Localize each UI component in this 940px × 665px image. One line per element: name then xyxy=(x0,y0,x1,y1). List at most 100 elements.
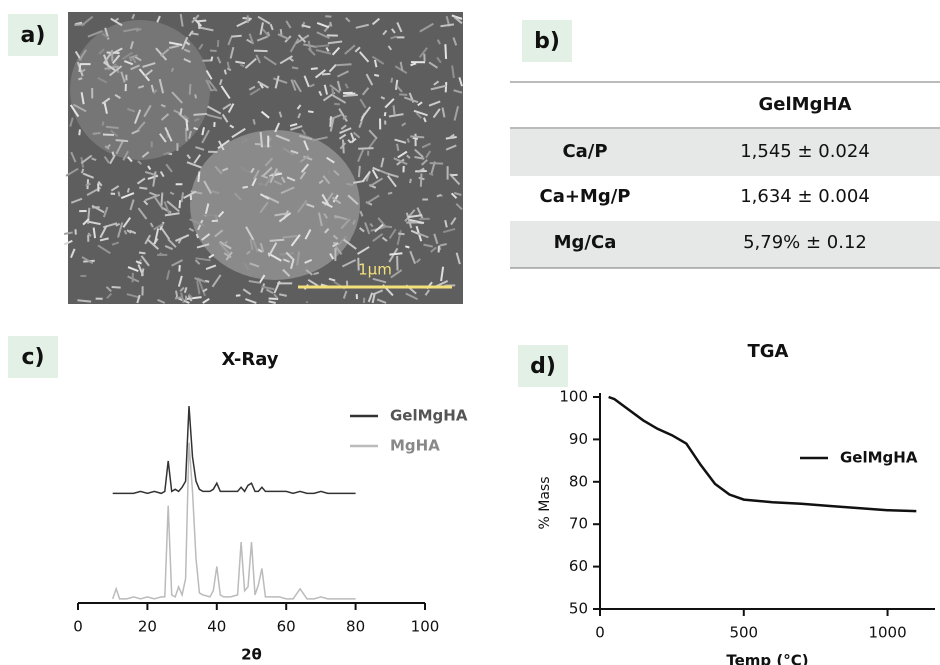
chart-title: TGA xyxy=(748,341,789,362)
sem-texture xyxy=(79,130,80,136)
sem-texture xyxy=(270,240,285,241)
sem-texture xyxy=(397,144,398,151)
sem-texture xyxy=(374,75,379,76)
x-tick-label: 60 xyxy=(277,618,296,636)
row-label: Ca/P xyxy=(562,141,607,162)
sem-texture xyxy=(161,193,162,206)
sem-texture xyxy=(408,139,409,143)
sem-texture xyxy=(228,62,229,69)
sem-texture xyxy=(180,200,181,208)
x-tick-label: 0 xyxy=(595,624,605,642)
sem-texture xyxy=(343,95,358,96)
data-line xyxy=(113,406,356,493)
sem-texture xyxy=(292,67,298,68)
sem-texture xyxy=(186,119,187,131)
x-tick-label: 1000 xyxy=(868,624,906,642)
sem-texture xyxy=(190,84,191,95)
sem-texture xyxy=(180,108,181,115)
scale-label: 1µm xyxy=(358,261,392,279)
y-tick-label: 80 xyxy=(569,472,588,490)
sem-texture xyxy=(139,188,147,189)
sem-texture xyxy=(311,68,318,69)
sem-texture xyxy=(175,297,181,298)
panel-label: a) xyxy=(21,23,46,48)
sem-texture xyxy=(128,188,129,192)
sem-texture xyxy=(112,287,121,288)
sem-texture xyxy=(440,244,447,245)
sem-texture xyxy=(197,234,198,238)
sem-texture xyxy=(314,273,319,274)
sem-texture xyxy=(193,114,207,115)
sem-texture xyxy=(79,65,80,72)
sem-texture xyxy=(77,300,91,301)
panel-label: c) xyxy=(21,345,44,370)
x-tick-label: 40 xyxy=(207,618,226,636)
sem-texture xyxy=(396,80,397,90)
sem-texture xyxy=(195,94,196,98)
sem-texture xyxy=(253,119,254,124)
sem-texture xyxy=(308,111,313,112)
sem-texture xyxy=(405,246,409,247)
x-tick-label: 500 xyxy=(729,624,758,642)
x-tick-label: 100 xyxy=(411,618,440,636)
sem-texture xyxy=(343,140,344,154)
table-header: GelMgHA xyxy=(759,94,852,115)
sem-texture xyxy=(385,112,386,116)
sem-texture xyxy=(330,22,331,27)
sem-texture xyxy=(103,121,104,125)
sem-texture xyxy=(242,187,247,188)
sem-texture xyxy=(113,152,114,156)
row-label: Ca+Mg/P xyxy=(539,186,630,207)
chart-title: X-Ray xyxy=(221,349,278,370)
sem-texture xyxy=(330,116,331,127)
row-value: 5,79% ± 0.12 xyxy=(743,232,867,253)
sem-texture xyxy=(211,57,212,61)
sem-texture xyxy=(236,295,240,296)
panel-label: d) xyxy=(530,354,556,379)
sem-texture xyxy=(116,140,129,141)
sem-texture xyxy=(315,45,329,46)
sem-texture xyxy=(78,78,82,79)
sem-texture xyxy=(176,291,177,297)
sem-texture xyxy=(413,138,418,139)
y-axis-label: % Mass xyxy=(537,477,553,530)
sem-image xyxy=(64,12,463,304)
x-axis-label: 2θ xyxy=(241,646,262,664)
y-tick-label: 100 xyxy=(559,388,588,406)
legend-label: MgHA xyxy=(390,437,440,455)
x-axis-label: Temp (°C) xyxy=(726,652,808,665)
x-tick-label: 20 xyxy=(138,618,157,636)
sem-texture xyxy=(198,171,199,181)
sem-texture xyxy=(421,174,422,187)
row-value: 1,545 ± 0.024 xyxy=(740,141,870,162)
sem-texture xyxy=(322,74,330,75)
sem-texture xyxy=(225,70,226,75)
sem-texture xyxy=(197,20,206,21)
panel-label: b) xyxy=(534,29,560,54)
sem-texture xyxy=(106,127,119,128)
sem-texture xyxy=(388,193,392,194)
sem-texture xyxy=(346,239,350,240)
sem-texture xyxy=(445,44,446,59)
legend-label: GelMgHA xyxy=(840,449,918,467)
figure: a) b) c) d) 1µm GelMgHA Ca/P 1,545 ± 0.02… xyxy=(0,0,940,665)
sem-texture xyxy=(332,88,333,94)
data-line xyxy=(113,443,356,599)
x-tick-label: 80 xyxy=(346,618,365,636)
legend-label: GelMgHA xyxy=(390,407,468,425)
sem-texture xyxy=(194,128,198,129)
sem-texture xyxy=(172,68,173,72)
sem-texture xyxy=(410,179,411,183)
sem-texture xyxy=(389,253,402,254)
y-tick-label: 90 xyxy=(569,430,588,448)
sem-texture xyxy=(398,233,404,234)
row-value: 1,634 ± 0.004 xyxy=(740,186,870,207)
sem-particle xyxy=(70,20,210,160)
sem-texture xyxy=(391,78,392,83)
sem-texture xyxy=(358,148,373,149)
sem-texture xyxy=(446,82,447,92)
sem-texture xyxy=(258,183,263,184)
sem-texture xyxy=(182,192,183,202)
sem-texture xyxy=(334,104,340,105)
y-tick-label: 60 xyxy=(569,557,588,575)
